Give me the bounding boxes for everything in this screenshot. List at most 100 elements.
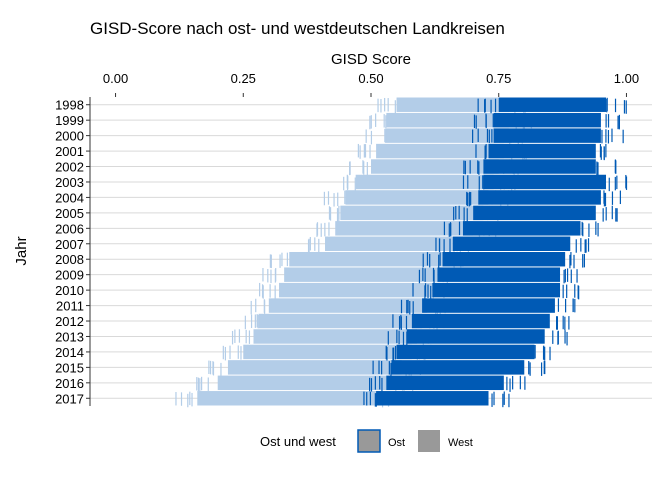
west-point-2003 — [354, 177, 356, 191]
west-point-2005 — [338, 208, 340, 222]
ost-point-1998 — [623, 100, 626, 114]
ost-point-2003 — [616, 175, 618, 190]
ost-point-2009 — [424, 268, 426, 282]
west-point-2016 — [199, 378, 201, 392]
west-band-2015 — [227, 360, 402, 375]
ost-point-2010 — [430, 285, 432, 300]
ost-point-2003 — [482, 175, 484, 189]
ost-point-1998 — [484, 99, 486, 113]
ost-point-2000 — [622, 129, 624, 144]
west-point-2005 — [329, 207, 332, 221]
ost-point-2014 — [386, 347, 388, 361]
west-point-1998 — [377, 98, 379, 113]
west-point-2007 — [309, 236, 311, 251]
ost-band-2001 — [488, 143, 596, 159]
legend-entry-ost: Ost — [357, 429, 405, 453]
ost-point-2011 — [564, 298, 567, 313]
west-point-1999 — [375, 113, 377, 127]
ost-point-2004 — [469, 191, 471, 206]
y-tick-label-2017: 2017 — [55, 391, 84, 406]
ost-point-2003 — [625, 174, 627, 189]
ost-point-2001 — [485, 144, 487, 158]
west-point-2009 — [267, 268, 269, 283]
legend-title: Ost und west — [260, 434, 336, 449]
west-band-2005 — [340, 205, 484, 221]
west-point-2008 — [270, 254, 272, 269]
west-point-2010 — [269, 284, 271, 298]
ost-point-2002 — [463, 160, 465, 174]
west-band-2002 — [371, 159, 499, 174]
legend-label-west: West — [448, 437, 473, 449]
legend-entry-west: West — [418, 430, 473, 452]
ost-band-2009 — [437, 267, 561, 282]
ost-point-2011 — [400, 299, 403, 314]
west-point-2015 — [209, 360, 212, 375]
west-band-2013 — [253, 329, 417, 344]
west-point-1999 — [370, 115, 372, 129]
west-point-2015 — [220, 362, 222, 377]
y-tick-label-2000: 2000 — [55, 129, 84, 144]
ost-point-2006 — [595, 221, 597, 235]
ost-band-1999 — [493, 112, 601, 128]
ost-band-2008 — [442, 252, 566, 267]
ost-point-2016 — [506, 376, 508, 391]
west-point-2012 — [256, 314, 258, 328]
y-tick-label-2002: 2002 — [55, 160, 84, 175]
ost-band-1998 — [498, 97, 607, 112]
west-point-2000 — [365, 129, 367, 143]
ost-point-2003 — [625, 176, 628, 190]
ost-band-2015 — [391, 360, 525, 375]
ost-band-2000 — [493, 128, 601, 143]
west-band-2011 — [268, 298, 428, 313]
west-point-1998 — [380, 99, 382, 113]
ost-point-1999 — [485, 113, 487, 127]
ost-point-2006 — [458, 221, 461, 236]
ost-point-2007 — [587, 238, 590, 252]
west-band-2000 — [386, 128, 509, 143]
west-point-2012 — [244, 315, 246, 330]
ost-point-2007 — [435, 237, 437, 252]
y-tick-label-2007: 2007 — [55, 237, 84, 252]
ost-point-2004 — [619, 190, 621, 205]
ost-point-1999 — [607, 114, 610, 128]
y-tick-label-2003: 2003 — [55, 175, 84, 190]
west-point-2005 — [336, 208, 339, 222]
ost-point-2004 — [467, 192, 469, 207]
y-tick-label-2015: 2015 — [55, 360, 84, 375]
west-band-2004 — [345, 190, 489, 205]
ost-point-2012 — [562, 315, 564, 330]
ost-point-2001 — [600, 146, 602, 160]
ost-point-2008 — [429, 253, 431, 268]
ost-point-2016 — [370, 378, 373, 392]
ost-point-2017 — [491, 393, 493, 407]
west-point-2008 — [279, 254, 281, 268]
ost-point-2014 — [549, 346, 551, 361]
ost-point-2008 — [422, 253, 424, 268]
y-axis-title: Jahr — [13, 236, 30, 265]
ost-point-2008 — [569, 254, 571, 269]
x-tick-label-1: 0.25 — [231, 71, 256, 86]
west-point-2004 — [337, 192, 339, 207]
ost-point-2012 — [568, 316, 570, 330]
ost-point-2002 — [596, 161, 598, 175]
ost-point-2003 — [467, 175, 469, 189]
west-band-2006 — [335, 221, 474, 236]
ost-point-2010 — [424, 283, 427, 297]
west-point-2017 — [175, 392, 177, 406]
west-point-2003 — [343, 176, 345, 191]
ost-point-2012 — [392, 314, 394, 328]
ost-point-2005 — [466, 208, 468, 222]
legend-label-ost: Ost — [388, 437, 405, 449]
ost-point-2004 — [470, 192, 472, 206]
west-point-2013 — [231, 330, 234, 345]
ost-point-2009 — [422, 267, 424, 281]
west-point-2013 — [234, 329, 236, 343]
west-point-2012 — [254, 314, 256, 328]
ost-point-2014 — [544, 346, 546, 361]
ost-point-2009 — [563, 269, 565, 284]
west-point-1998 — [387, 98, 389, 112]
ost-point-2011 — [572, 298, 574, 312]
ost-point-2006 — [581, 221, 583, 236]
